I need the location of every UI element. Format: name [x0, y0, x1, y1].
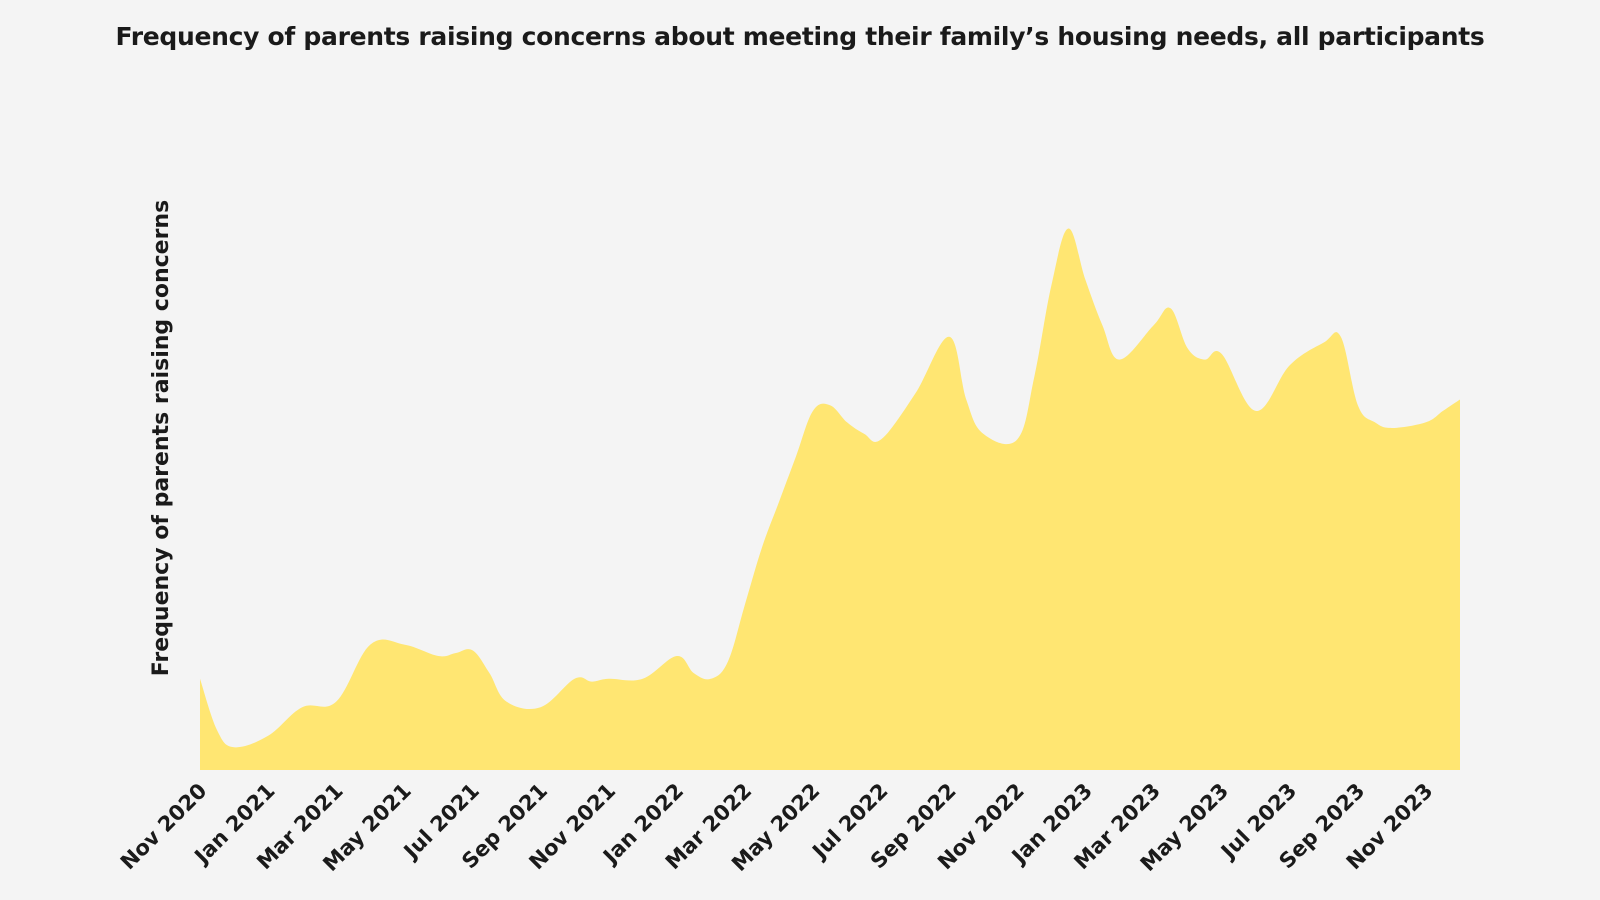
y-axis-label: Frequency of parents raising concerns: [149, 200, 174, 676]
chart-title: Frequency of parents raising concerns ab…: [115, 22, 1485, 51]
x-tick-label: Nov 2020: [116, 779, 212, 875]
area-series: [200, 228, 1460, 771]
